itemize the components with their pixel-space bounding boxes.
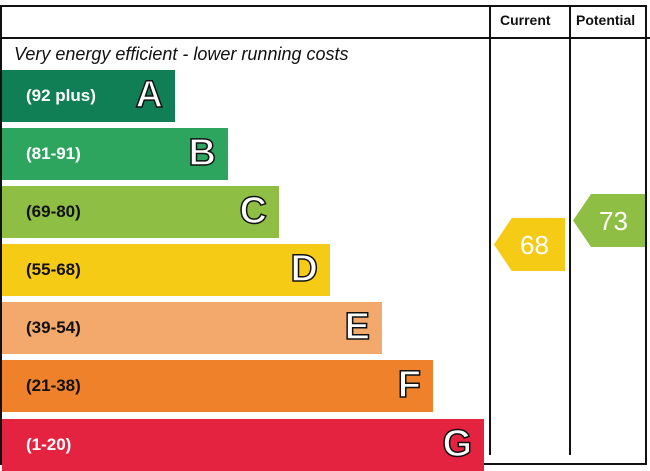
band-letter: B [188,131,217,175]
band-letter: C [239,189,268,233]
band-bar-f: (21-38) F [2,360,433,412]
header-potential: Potential [576,12,636,28]
band-bar-g: (1-20) G [2,419,484,471]
divider-current [489,5,491,455]
band-range: (1-20) [26,435,72,454]
band-range: (92 plus) [26,86,96,105]
potential-rating-arrow: 73 [573,194,645,247]
band-range: (81-91) [26,144,81,163]
band-letter: D [290,247,319,291]
current-rating-arrow: 68 [494,218,565,271]
band-letter: F [397,363,422,407]
band-range: (39-54) [26,318,81,337]
band-range: (55-68) [26,260,81,279]
header-divider [0,37,650,39]
band-range: (21-38) [26,376,81,395]
band-letter: G [442,422,473,466]
band-bar-e: (39-54) E [2,302,382,354]
band-bar-a: (92 plus) A [2,70,175,122]
band-letter: A [135,73,164,117]
band-bar-c: (69-80) C [2,186,279,238]
divider-potential [569,5,571,455]
header-current: Current [500,12,551,28]
band-letter: E [344,305,371,349]
potential-rating-value: 73 [599,206,628,236]
band-range: (69-80) [26,202,81,221]
band-bar-d: (55-68) D [2,244,330,296]
current-rating-value: 68 [520,230,549,260]
band-bar-b: (81-91) B [2,128,228,180]
top-label: Very energy efficient - lower running co… [14,44,349,64]
